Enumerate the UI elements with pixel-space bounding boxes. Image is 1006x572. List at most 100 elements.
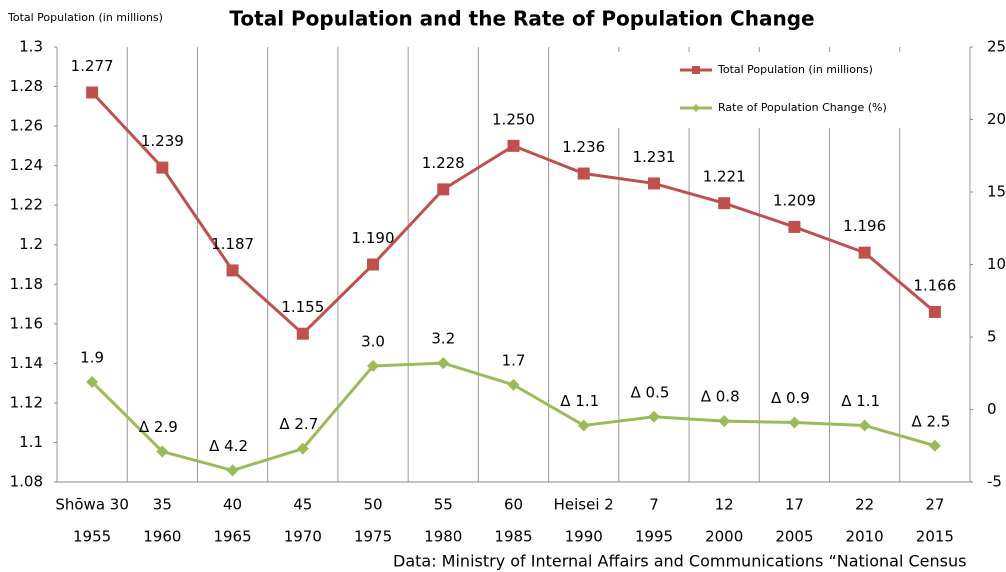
y-tick-label: 1.2 <box>19 235 43 253</box>
marker <box>367 360 380 372</box>
y-tick-label: 1.08 <box>10 473 43 491</box>
data-label: 3.0 <box>361 333 385 351</box>
marker <box>507 378 520 391</box>
x-tick-label: 55 <box>434 496 453 514</box>
marker <box>296 442 309 455</box>
x-tick-year: 2000 <box>705 528 743 546</box>
marker <box>226 464 239 477</box>
data-label: Δ 0.8 <box>701 388 740 406</box>
x-tick-year: 1985 <box>494 528 532 546</box>
data-label: 1.236 <box>562 138 605 156</box>
marker <box>718 415 731 428</box>
y-tick-label: 1.14 <box>10 354 43 372</box>
y-tick-label: 1.1 <box>19 433 43 451</box>
x-tick-year: 1990 <box>565 528 603 546</box>
data-label: 1.228 <box>422 154 465 172</box>
x-tick-year: 1980 <box>424 528 462 546</box>
data-label: Δ 2.5 <box>911 412 950 430</box>
x-tick-label: 27 <box>925 496 944 514</box>
data-label: Δ 2.7 <box>279 415 318 433</box>
data-label: 1.155 <box>281 298 324 316</box>
y2-tick-label: 20 <box>987 110 1006 128</box>
x-tick-label: Heisei 2 <box>554 496 614 514</box>
marker <box>577 167 590 180</box>
y2-tick-label: 0 <box>987 400 997 418</box>
y-tick-label: 1.24 <box>10 156 43 174</box>
data-label: Δ 2.9 <box>139 418 178 436</box>
y-axis-label: Total Population (in millions) <box>7 11 163 24</box>
marker <box>437 357 450 370</box>
y2-tick-label: 5 <box>987 328 997 346</box>
marker <box>507 139 520 152</box>
x-tick-year: 1995 <box>635 528 673 546</box>
marker <box>437 183 450 196</box>
marker <box>577 419 590 432</box>
y-tick-label: 1.12 <box>10 393 43 411</box>
data-label: 1.250 <box>492 110 535 128</box>
x-tick-year: 1960 <box>143 528 181 546</box>
x-tick-label: Shōwa 30 <box>55 496 129 514</box>
marker <box>647 410 660 423</box>
marker <box>788 220 801 233</box>
x-tick-year: 1955 <box>73 528 111 546</box>
marker <box>156 445 169 458</box>
source-note: Data: Ministry of Internal Affairs and C… <box>393 552 966 571</box>
marker <box>647 177 660 190</box>
data-label: 1.9 <box>80 348 104 366</box>
x-tick-year: 2015 <box>916 528 954 546</box>
data-label: 3.2 <box>431 330 455 348</box>
marker <box>928 305 941 318</box>
data-label: Δ 0.9 <box>771 389 810 407</box>
legend-box <box>618 52 969 128</box>
x-tick-label: 45 <box>293 496 312 514</box>
x-tick-label: 17 <box>785 496 804 514</box>
y-tick-label: 1.16 <box>10 314 43 332</box>
x-tick-label: 7 <box>649 496 659 514</box>
data-label: 1.7 <box>502 351 526 369</box>
marker <box>367 258 380 271</box>
data-label: 1.239 <box>141 132 184 150</box>
series-line <box>91 91 936 336</box>
y2-tick-label: 15 <box>987 183 1006 201</box>
marker <box>928 439 941 452</box>
x-tick-year: 2005 <box>775 528 813 546</box>
marker <box>718 197 731 210</box>
y2-tick-label: 25 <box>987 38 1006 56</box>
legend-marker <box>692 104 700 112</box>
x-tick-label: 22 <box>855 496 874 514</box>
x-tick-year: 1975 <box>354 528 392 546</box>
marker <box>226 264 239 277</box>
data-label: 1.277 <box>71 57 114 75</box>
x-tick-label: 40 <box>223 496 242 514</box>
data-label: 1.190 <box>352 229 395 247</box>
x-tick-year: 1970 <box>284 528 322 546</box>
x-tick-year: 1965 <box>213 528 251 546</box>
data-label: 1.166 <box>913 276 956 294</box>
marker <box>86 375 99 388</box>
x-tick-label: 12 <box>715 496 734 514</box>
y-tick-label: 1.26 <box>10 117 43 135</box>
legend-marker <box>692 66 700 74</box>
data-label: Δ 1.1 <box>841 392 880 410</box>
legend-label: Rate of Population Change (%) <box>718 101 887 114</box>
data-label: 1.221 <box>703 168 746 186</box>
marker <box>86 86 99 99</box>
data-label: Δ 1.1 <box>560 392 599 410</box>
marker <box>156 161 169 174</box>
y-tick-label: 1.3 <box>19 38 43 56</box>
marker <box>788 416 801 429</box>
chart-title: Total Population and the Rate of Populat… <box>229 7 814 31</box>
marker <box>858 246 871 259</box>
x-tick-year: 2010 <box>846 528 884 546</box>
marker <box>296 327 309 340</box>
data-label: 1.196 <box>843 217 886 235</box>
y-tick-label: 1.18 <box>10 275 43 293</box>
data-label: 1.187 <box>211 235 254 253</box>
y-tick-label: 1.22 <box>10 196 43 214</box>
x-tick-label: 60 <box>504 496 523 514</box>
legend-label: Total Population (in millions) <box>717 63 873 76</box>
x-tick-label: 35 <box>153 496 172 514</box>
marker <box>858 419 871 432</box>
